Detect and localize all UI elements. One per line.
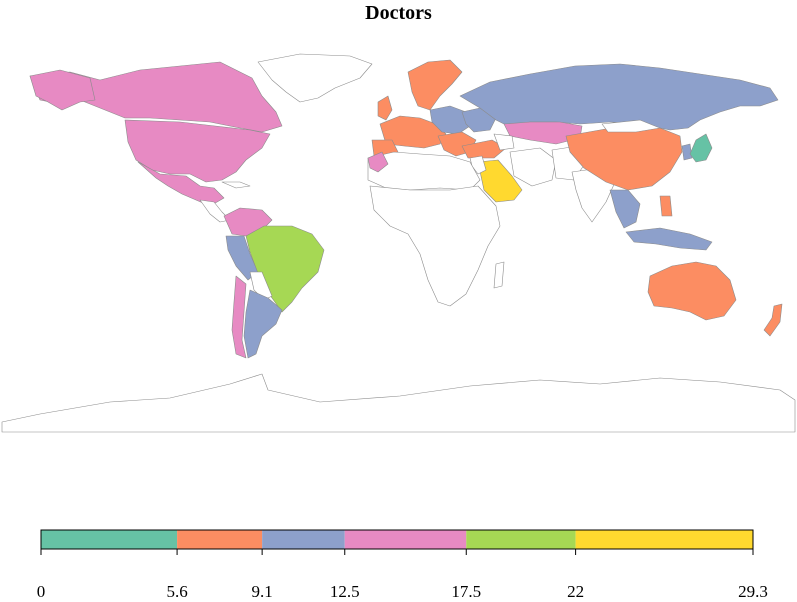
region-sub-saharan-africa: [369, 185, 501, 307]
world-map: [1, 53, 796, 433]
region-mexico: [137, 161, 225, 207]
legend-break-label: 12.5: [330, 582, 360, 601]
legend-swatch-1: [177, 530, 263, 549]
region-alaska: [29, 69, 96, 111]
region-turkey: [461, 139, 507, 159]
region-australia: [647, 261, 737, 321]
region-canada: [29, 61, 283, 133]
region-cuba: [221, 181, 251, 189]
region-chile: [231, 275, 247, 359]
legend-frame: [40, 529, 754, 550]
legend-break-label: 5.6: [166, 582, 187, 601]
region-russia: [459, 63, 779, 131]
region-north-africa: [367, 151, 481, 191]
region-mongolia: [601, 119, 661, 133]
legend-swatch-5: [575, 530, 753, 549]
region-iran: [509, 147, 557, 187]
region-southeast-asia: [609, 189, 641, 229]
color-legend: 0 5.6 9.1 12.5 17.5 22 29.3: [37, 529, 768, 601]
map-title: Doctors: [365, 2, 432, 24]
region-central-europe: [429, 105, 471, 135]
region-japan: [689, 133, 713, 163]
legend-break-label: 22: [567, 582, 584, 601]
legend-break-label: 17.5: [451, 582, 481, 601]
region-caucasus: [493, 133, 515, 151]
legend-swatch-3: [344, 530, 467, 549]
region-saudi-arabia: [477, 159, 523, 203]
region-korea: [681, 143, 693, 161]
region-indonesia: [625, 227, 713, 251]
region-argentina: [243, 289, 283, 359]
region-uk: [377, 95, 393, 121]
legend-break-label: 9.1: [252, 582, 273, 601]
region-new-zealand: [763, 303, 783, 337]
legend-break-label: 29.3: [738, 582, 768, 601]
region-greenland: [257, 53, 373, 103]
region-madagascar: [493, 261, 505, 289]
legend-swatch-0: [41, 530, 178, 549]
legend-break-label: 0: [37, 582, 46, 601]
region-antarctica: [1, 373, 796, 433]
legend-swatch-4: [466, 530, 576, 549]
region-scandinavia: [407, 59, 463, 111]
legend-swatch-2: [262, 530, 345, 549]
region-brazil: [245, 225, 325, 313]
region-morocco: [367, 151, 389, 173]
region-philippines: [659, 195, 673, 217]
